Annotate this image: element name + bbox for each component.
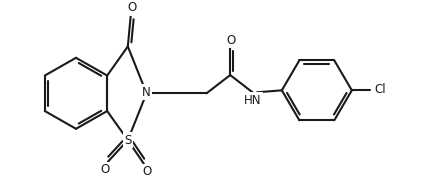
Text: O: O [100,163,110,176]
Text: Cl: Cl [374,83,386,96]
Text: S: S [124,134,132,147]
Text: N: N [142,86,151,99]
Text: O: O [227,33,236,47]
Text: O: O [142,165,151,178]
Text: HN: HN [244,94,261,107]
Text: O: O [127,1,137,14]
